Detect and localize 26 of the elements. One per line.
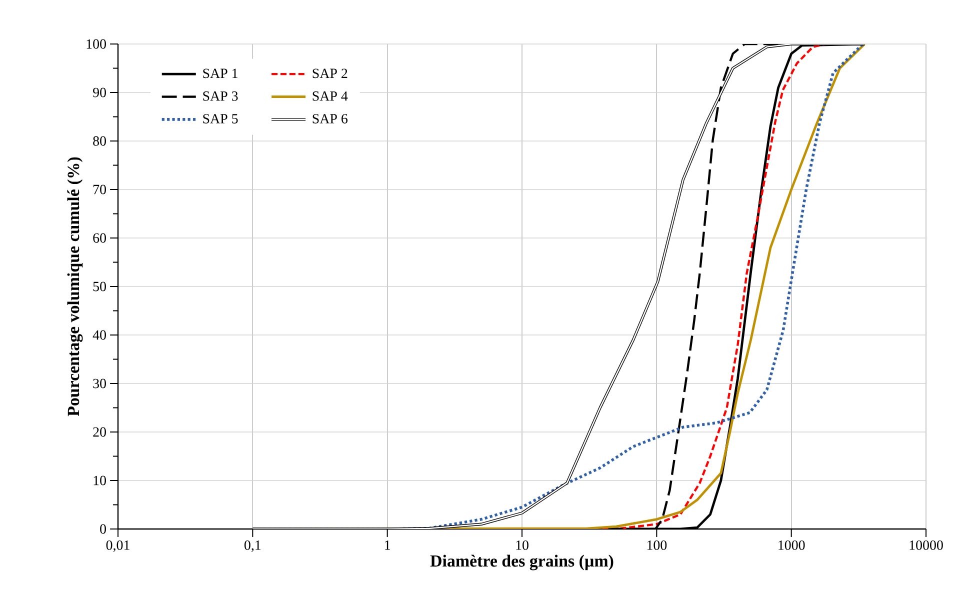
y-tick-label: 100 — [86, 39, 106, 49]
y-tick-label: 80 — [93, 136, 106, 146]
y-tick-label: 90 — [93, 88, 106, 98]
legend-label: SAP 1 — [203, 68, 238, 78]
x-tick-label: 0,1 — [244, 540, 261, 552]
y-tick-label: 20 — [93, 427, 106, 437]
x-tick-label: 0,01 — [106, 540, 130, 552]
x-tick-label: 10000 — [910, 540, 943, 550]
legend-label: SAP 5 — [203, 114, 238, 124]
legend-label: SAP 3 — [203, 91, 238, 101]
x-tick-label: 10 — [516, 540, 528, 550]
y-tick-label: 10 — [94, 476, 106, 486]
legend-label: SAP 2 — [312, 68, 348, 78]
y-tick-label: 30 — [93, 378, 106, 388]
x-tick-label: 1000 — [778, 540, 805, 550]
x-tick-label: 1 — [385, 540, 390, 550]
legend-label: SAP 6 — [312, 114, 348, 124]
x-tick-label: 100 — [647, 540, 667, 550]
y-tick-label: 0 — [100, 524, 106, 534]
y-tick-label: 70 — [93, 184, 106, 194]
y-tick-label: 60 — [93, 233, 106, 243]
y-tick-label: 40 — [92, 330, 106, 340]
y-axis-title: Pourcentage volumique cumulé (%) — [67, 157, 83, 416]
x-axis-title: Diamètre des grains (µm) — [430, 554, 614, 570]
legend-label: SAP 4 — [312, 91, 348, 101]
y-tick-label: 50 — [93, 282, 106, 292]
